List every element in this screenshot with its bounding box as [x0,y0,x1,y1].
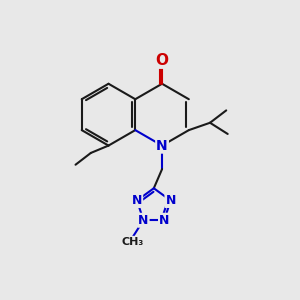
Text: O: O [156,53,169,68]
Text: N: N [132,194,142,207]
Text: N: N [159,214,169,227]
Text: N: N [165,194,176,207]
Text: N: N [138,214,148,227]
Text: N: N [156,139,168,153]
Text: CH₃: CH₃ [122,237,144,247]
